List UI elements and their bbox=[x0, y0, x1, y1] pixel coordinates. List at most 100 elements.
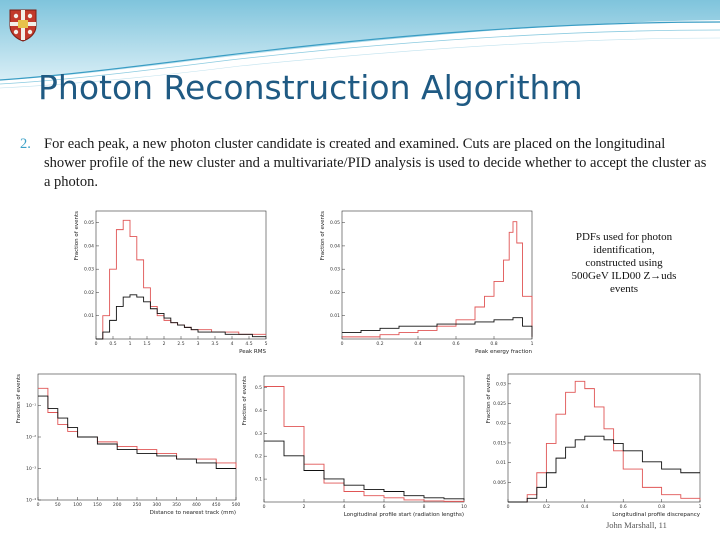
y-tick-label: 0.5 bbox=[255, 385, 262, 391]
x-tick-label: 2 bbox=[163, 341, 166, 347]
pdf-note: PDFs used for photon identification, con… bbox=[571, 231, 677, 295]
y-axis-label: Fraction of events bbox=[242, 376, 248, 425]
y-axis-label: Fraction of events bbox=[320, 211, 326, 260]
x-tick-label: 0.6 bbox=[620, 504, 627, 510]
y-tick-label: 0.01 bbox=[496, 460, 506, 466]
x-tick-label: 150 bbox=[93, 502, 102, 508]
y-tick-label: 10⁻¹ bbox=[26, 403, 36, 409]
y-tick-label: 0.02 bbox=[496, 421, 506, 427]
plot-longitudinal-profile-discrepancy: 0 0.2 0.4 0.6 0.8 1 0.005 0.01 0.015 0.02 0.025 0.0… bbox=[484, 368, 706, 518]
x-tick-label: 0.4 bbox=[414, 341, 421, 347]
slide-title: Photon Reconstruction Algorithm bbox=[38, 68, 583, 107]
plot-longitudinal-profile-start: 0 2 4 6 8 10 0.1 0.2 0.3 0.4 0.5 Longitudinal profi… bbox=[240, 370, 470, 518]
x-tick-label: 0 bbox=[95, 341, 98, 347]
plot-peak-energy-fraction: 0 0.2 0.4 0.6 0.8 1 0.01 0.02 0.03 0.04 0.05 Peak e… bbox=[318, 205, 538, 355]
y-tick-label: 0.03 bbox=[84, 267, 94, 273]
x-tick-label: 1.5 bbox=[143, 341, 150, 347]
y-tick-label: 0.02 bbox=[84, 290, 94, 296]
x-tick-label: 4.5 bbox=[245, 341, 252, 347]
x-tick-label: 500 bbox=[232, 502, 241, 508]
x-tick-label: 0.8 bbox=[490, 341, 497, 347]
series-background-line bbox=[264, 440, 465, 500]
plot-peak-rms: 0 0.5 1 1.5 2 2.5 3 3.5 4 4.5 5 0.01 0.02 0.03 0.04 0.0… bbox=[72, 205, 272, 355]
series-signal-line bbox=[38, 387, 237, 469]
bullet-number: 2. bbox=[20, 136, 31, 152]
chart-svg: 0 0.2 0.4 0.6 0.8 1 0.01 0.02 0.03 0.04 0.05 Peak e… bbox=[320, 210, 534, 355]
y-tick-label: 10⁻⁴ bbox=[26, 498, 36, 504]
x-tick-label: 0 bbox=[341, 341, 344, 347]
x-tick-label: 400 bbox=[192, 502, 201, 508]
series-signal-line bbox=[508, 380, 701, 503]
x-tick-label: 3.5 bbox=[211, 341, 218, 347]
y-tick-label: 0.015 bbox=[493, 440, 506, 446]
x-tick-label: 100 bbox=[73, 502, 82, 508]
y-tick-label: 0.4 bbox=[255, 408, 262, 414]
x-tick-label: 1 bbox=[531, 341, 534, 347]
x-tick-label: 5 bbox=[265, 341, 268, 347]
y-tick-label: 0.05 bbox=[330, 220, 340, 226]
series-signal-line bbox=[342, 221, 533, 338]
x-tick-label: 4 bbox=[231, 341, 234, 347]
x-axis-label: Distance to nearest track (mm) bbox=[150, 510, 236, 516]
x-tick-label: 0.2 bbox=[376, 341, 383, 347]
x-tick-label: 250 bbox=[133, 502, 142, 508]
y-tick-label: 0.3 bbox=[255, 431, 262, 437]
slide-footer: John Marshall, 11 bbox=[606, 520, 667, 530]
x-tick-label: 200 bbox=[113, 502, 122, 508]
plot-frame bbox=[37, 373, 237, 501]
y-tick-label: 0.03 bbox=[330, 267, 340, 273]
y-tick-label: 10⁻² bbox=[26, 435, 36, 441]
series-background-line bbox=[96, 294, 266, 340]
x-axis-label: Longitudinal profile start (radiation le… bbox=[344, 512, 464, 518]
x-tick-label: 0.5 bbox=[109, 341, 116, 347]
x-tick-label: 0.2 bbox=[543, 504, 550, 510]
series-background-line bbox=[342, 317, 533, 337]
plot-frame bbox=[263, 375, 465, 503]
x-tick-label: 6 bbox=[383, 504, 386, 510]
chart-svg: 0 2 4 6 8 10 0.1 0.2 0.3 0.4 0.5 Longitudinal profi… bbox=[242, 375, 467, 518]
x-tick-label: 50 bbox=[55, 502, 61, 508]
university-crest-icon bbox=[9, 9, 37, 42]
plot-frame bbox=[341, 210, 533, 340]
y-tick-label: 0.025 bbox=[493, 401, 506, 407]
x-axis-label: Longitudinal profile discrepancy bbox=[612, 512, 701, 518]
x-tick-label: 2.5 bbox=[177, 341, 184, 347]
chart-svg: 0 0.5 1 1.5 2 2.5 3 3.5 4 4.5 5 0.01 0.02 0.03 0.04 0.0… bbox=[74, 210, 268, 355]
x-tick-label: 350 bbox=[172, 502, 181, 508]
y-tick-label: 0.02 bbox=[330, 290, 340, 296]
x-axis-label: Peak RMS bbox=[239, 349, 266, 355]
y-axis-label: Fraction of events bbox=[74, 211, 80, 260]
series-signal-line bbox=[264, 386, 465, 502]
chart-svg: 0 0.2 0.4 0.6 0.8 1 0.005 0.01 0.015 0.02 0.025 0.0… bbox=[486, 373, 702, 518]
x-tick-label: 0 bbox=[263, 504, 266, 510]
y-axis-label: Fraction of events bbox=[16, 374, 22, 423]
chart-svg: 0 50 100 150 200 250 300 350 400 450 500 10⁻¹ 10⁻² 10… bbox=[16, 373, 241, 516]
x-tick-label: 1 bbox=[129, 341, 132, 347]
series-signal-line bbox=[96, 219, 266, 340]
x-tick-label: 4 bbox=[343, 504, 346, 510]
y-axis-label: Fraction of events bbox=[486, 374, 492, 423]
y-tick-label: 0.05 bbox=[84, 220, 94, 226]
x-tick-label: 0.4 bbox=[581, 504, 588, 510]
y-tick-label: 0.03 bbox=[496, 381, 506, 387]
plot-frame bbox=[95, 210, 267, 340]
y-tick-label: 0.005 bbox=[493, 480, 506, 486]
y-tick-label: 0.01 bbox=[330, 313, 340, 319]
x-tick-label: 0 bbox=[37, 502, 40, 508]
x-tick-label: 450 bbox=[212, 502, 221, 508]
y-tick-label: 0.04 bbox=[84, 243, 94, 249]
plot-distance-to-nearest-track: 0 50 100 150 200 250 300 350 400 450 500 10⁻¹ 10⁻² 10… bbox=[14, 368, 242, 516]
y-tick-label: 0.04 bbox=[330, 243, 340, 249]
x-tick-label: 0 bbox=[507, 504, 510, 510]
x-tick-label: 10 bbox=[461, 504, 467, 510]
x-tick-label: 8 bbox=[423, 504, 426, 510]
x-tick-label: 0.6 bbox=[452, 341, 459, 347]
x-tick-label: 2 bbox=[303, 504, 306, 510]
y-tick-label: 0.1 bbox=[255, 477, 262, 483]
x-axis-label: Peak energy fraction bbox=[475, 349, 532, 355]
x-tick-label: 300 bbox=[153, 502, 162, 508]
series-background-line bbox=[38, 395, 236, 469]
bullet-text: For each peak, a new photon cluster cand… bbox=[44, 136, 707, 190]
header-banner bbox=[0, 0, 720, 89]
